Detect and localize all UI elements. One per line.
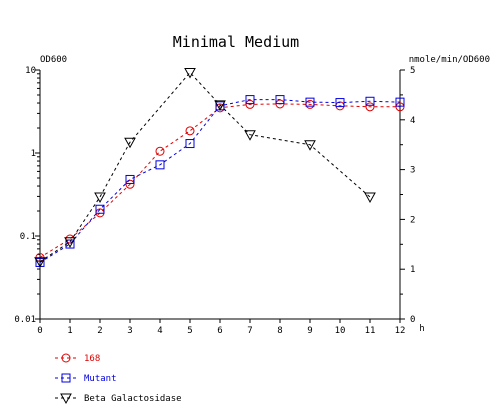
legend-marker	[60, 393, 72, 405]
legend-item: Beta Galactosidase	[55, 393, 182, 405]
x-tick-label: 3	[127, 326, 132, 336]
left-tick-label: 1	[31, 149, 36, 159]
legend-label: Mutant	[84, 374, 117, 384]
data-point	[245, 95, 255, 105]
right-axis-label: nmole/min/OD600	[409, 55, 490, 65]
data-point	[245, 99, 255, 109]
left-tick-label: 0.1	[20, 232, 36, 242]
data-point	[214, 100, 226, 111]
data-point	[365, 96, 375, 106]
data-point	[304, 140, 316, 151]
left-axis-label: OD600	[40, 55, 67, 65]
right-tick-label: 3	[410, 166, 415, 176]
legend-marker	[61, 373, 71, 383]
x-tick-label: 8	[277, 326, 282, 336]
legend-item: Mutant	[55, 373, 117, 384]
legend: 168 Mutant Beta Galactosidase	[55, 353, 182, 405]
data-point	[64, 237, 76, 248]
data-point	[125, 179, 135, 189]
right-tick-label: 1	[410, 265, 415, 275]
data-point	[185, 139, 195, 149]
series-1	[35, 99, 405, 263]
x-axis-label: h	[419, 324, 424, 334]
left-tick-label: 10	[25, 66, 36, 76]
x-tick-label: 0	[37, 326, 42, 336]
chart-title: Minimal Medium	[173, 33, 299, 51]
series-line	[39, 99, 401, 263]
right-tick-label: 5	[410, 66, 415, 76]
series-3	[34, 67, 376, 268]
left-tick-label: 0.01	[14, 315, 36, 325]
series-2	[35, 95, 405, 267]
x-tick-label: 6	[217, 326, 222, 336]
data-point	[305, 97, 315, 107]
data-point	[335, 98, 345, 108]
data-point	[95, 204, 105, 214]
x-tick-label: 12	[395, 326, 406, 336]
right-tick-label: 4	[410, 116, 415, 126]
data-point	[364, 192, 376, 204]
data-point	[365, 102, 375, 112]
data-point	[94, 192, 106, 204]
right-tick-label: 0	[410, 315, 415, 325]
data-point	[155, 146, 165, 156]
x-tick-label: 11	[365, 326, 376, 336]
data-point	[244, 130, 256, 141]
x-tick-label: 4	[157, 326, 162, 336]
right-tick-label: 2	[410, 215, 415, 225]
legend-marker	[61, 353, 71, 363]
x-tick-label: 9	[307, 326, 312, 336]
x-tick-label: 1	[67, 326, 72, 336]
data-point	[275, 95, 285, 105]
data-point	[184, 67, 196, 79]
x-tick-label: 2	[97, 326, 102, 336]
x-tick-label: 10	[335, 326, 346, 336]
legend-label: Beta Galactosidase	[84, 394, 182, 404]
x-tick-label: 5	[187, 326, 192, 336]
data-point	[395, 102, 405, 112]
data-point	[34, 257, 46, 268]
legend-label: 168	[84, 354, 100, 364]
data-point	[125, 174, 135, 184]
legend-item: 168	[55, 353, 100, 364]
data-point	[124, 137, 136, 149]
data-point	[155, 160, 165, 170]
data-point	[185, 126, 195, 136]
series-line	[39, 103, 400, 258]
x-tick-label: 7	[247, 326, 252, 336]
data-point	[395, 97, 405, 107]
series-layer	[34, 67, 405, 268]
series-line	[39, 71, 371, 263]
